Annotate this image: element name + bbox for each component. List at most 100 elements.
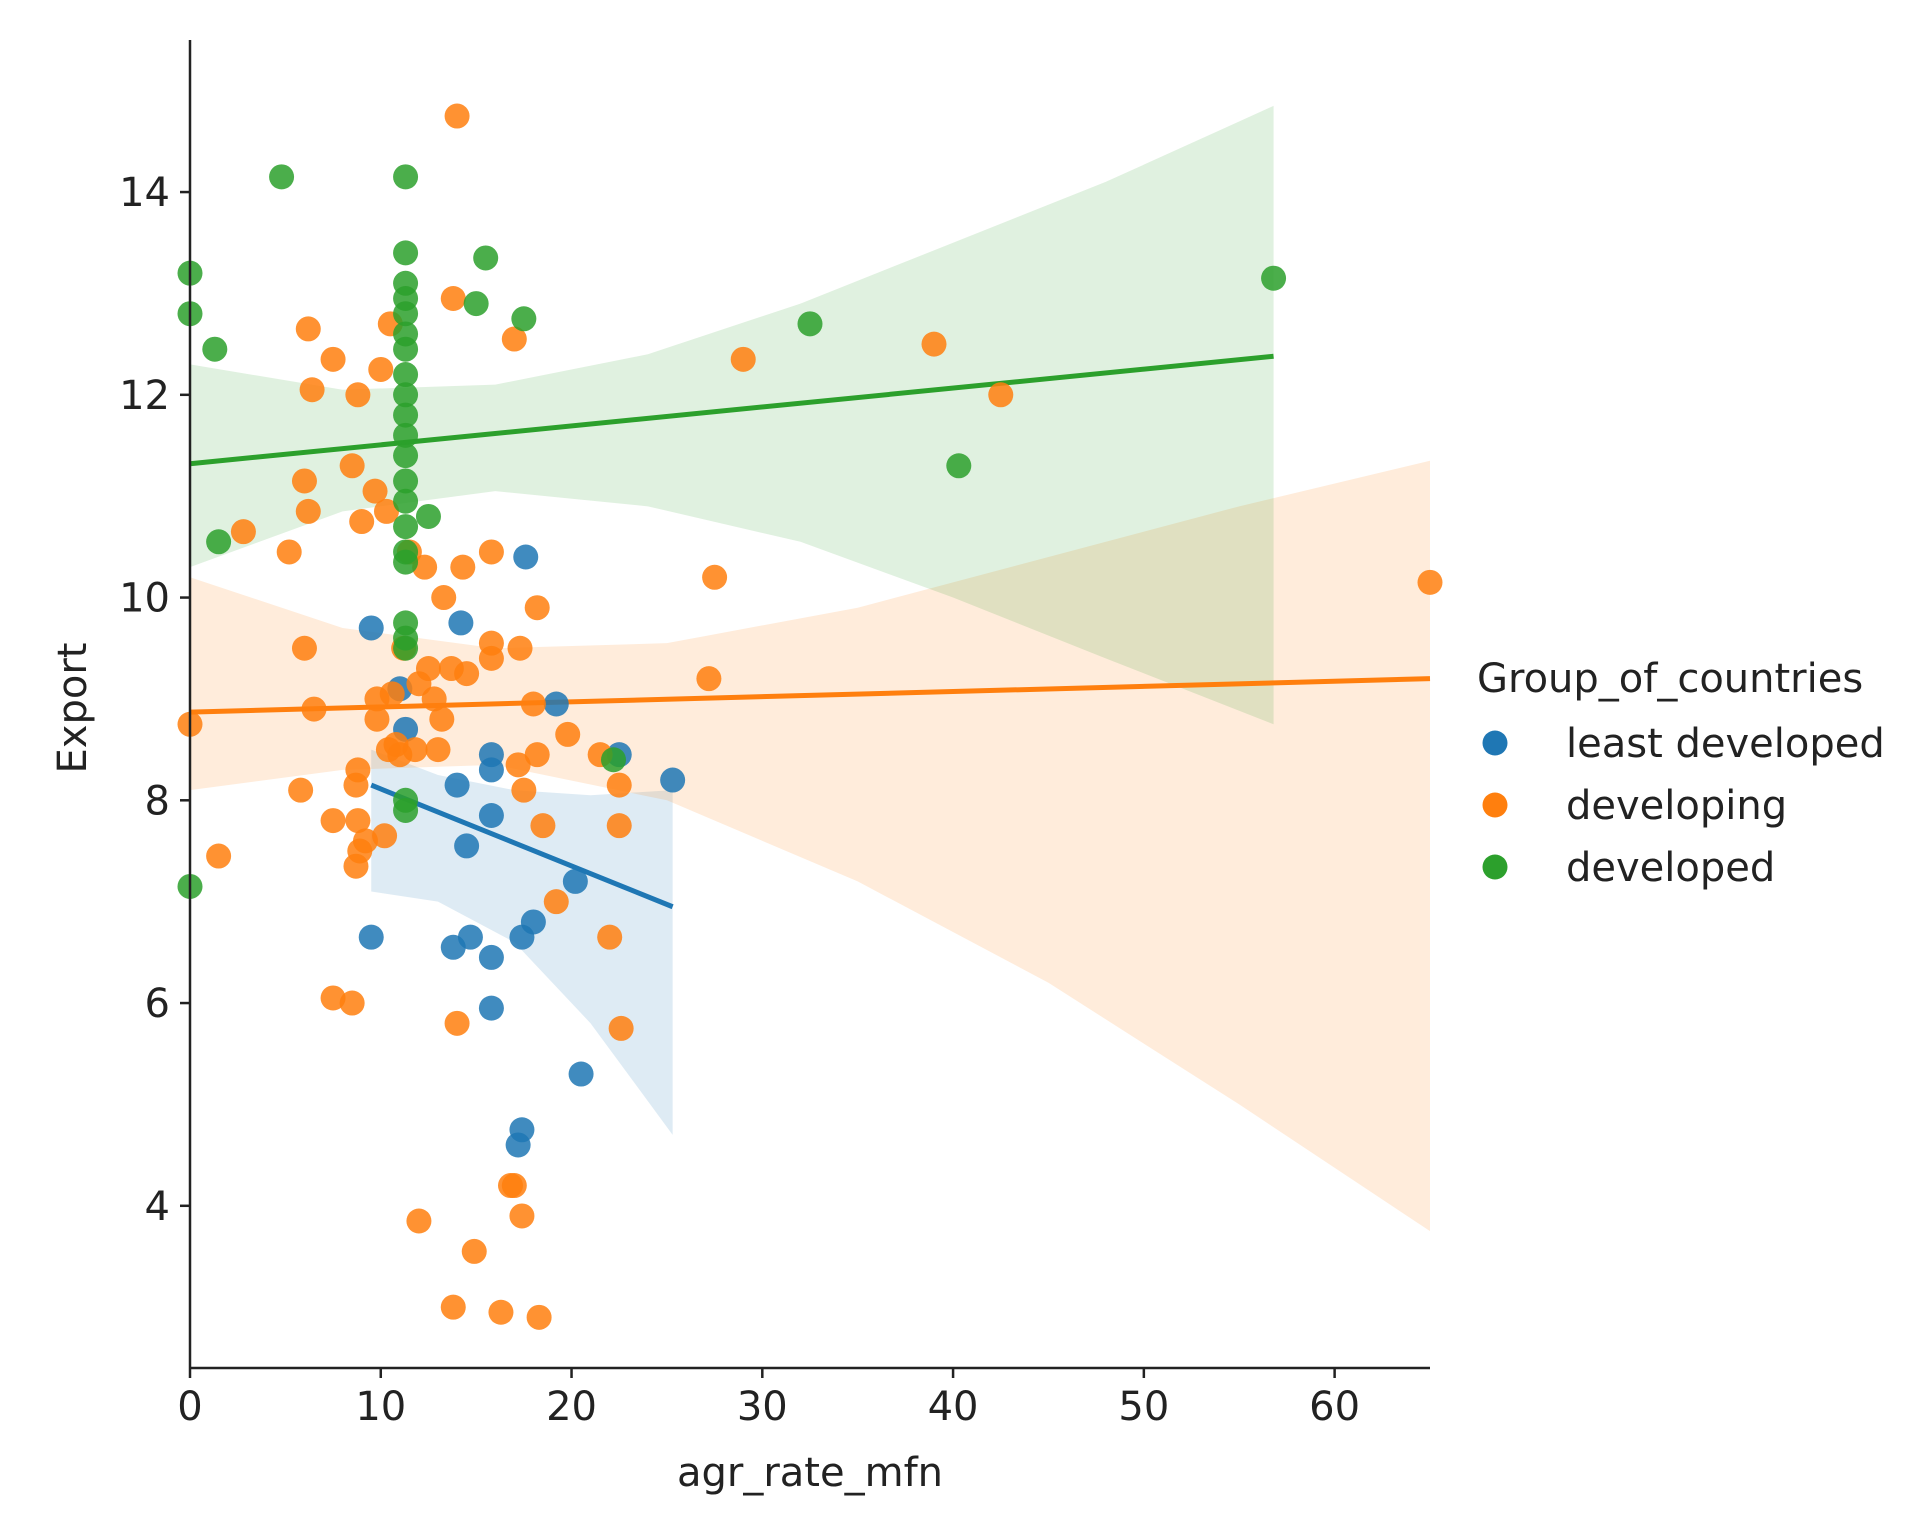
point-developing <box>353 828 379 854</box>
legend-marker-least-developed <box>1482 730 1508 756</box>
point-developing <box>597 924 623 950</box>
point-developed <box>601 747 627 773</box>
point-least-developed <box>454 833 480 859</box>
point-developing <box>339 453 365 479</box>
point-developing <box>379 681 405 707</box>
point-developing <box>339 990 365 1016</box>
point-developed <box>202 336 228 362</box>
point-developed <box>415 503 441 529</box>
x-tick-label: 50 <box>1118 1384 1169 1430</box>
point-developing <box>429 706 455 732</box>
x-tick-label: 0 <box>177 1384 202 1430</box>
point-developed <box>393 468 419 494</box>
point-developed <box>393 402 419 428</box>
point-developing <box>526 1304 552 1330</box>
y-tick-label: 10 <box>119 576 170 622</box>
point-developing <box>608 1015 634 1041</box>
point-developing <box>505 752 531 778</box>
legend: Group_of_countries least developed develo… <box>1477 656 1885 891</box>
point-developed <box>393 382 419 408</box>
point-developing <box>606 813 632 839</box>
point-developing <box>501 326 527 352</box>
y-tick-label: 8 <box>145 778 170 824</box>
legend-title: Group_of_countries <box>1477 656 1863 702</box>
point-least-developed <box>478 803 504 829</box>
point-developing <box>1417 569 1443 595</box>
point-developing <box>478 539 504 565</box>
point-developing <box>543 889 569 915</box>
point-developed <box>393 362 419 388</box>
x-tick-label: 40 <box>928 1384 979 1430</box>
confidence-bands <box>190 105 1430 1232</box>
point-developing <box>696 666 722 692</box>
point-least-developed <box>562 868 588 894</box>
point-developing <box>372 823 398 849</box>
point-developing <box>206 843 232 869</box>
point-developing <box>362 478 388 504</box>
point-developing <box>440 1294 466 1320</box>
point-least-developed <box>478 757 504 783</box>
point-least-developed <box>520 909 546 935</box>
point-developed <box>797 311 823 337</box>
x-axis-title: agr_rate_mfn <box>677 1450 943 1496</box>
point-developing <box>295 498 321 524</box>
point-developed <box>393 514 419 540</box>
point-developing <box>530 813 556 839</box>
point-developing <box>524 595 550 621</box>
point-developing <box>291 635 317 661</box>
point-developing <box>478 645 504 671</box>
point-developed <box>473 245 499 271</box>
point-developed <box>393 488 419 514</box>
point-developing <box>702 564 728 590</box>
legend-marker-developing <box>1482 792 1508 818</box>
point-developing <box>501 1173 527 1199</box>
point-least-developed <box>543 691 569 717</box>
point-developed <box>393 240 419 266</box>
data-points <box>177 103 1443 1330</box>
point-developing <box>320 985 346 1011</box>
x-axis-ticks: 0 10 20 30 40 50 60 <box>177 1368 1360 1430</box>
point-developed <box>393 164 419 190</box>
point-developing <box>444 103 470 129</box>
confidence-band-developed <box>190 105 1274 725</box>
point-developing <box>320 808 346 834</box>
point-developing <box>345 808 371 834</box>
y-axis-ticks: 4 6 8 10 12 14 <box>119 170 190 1230</box>
point-developing <box>412 554 438 580</box>
point-developing <box>450 554 476 580</box>
point-least-developed <box>457 924 483 950</box>
point-developing <box>295 316 321 342</box>
legend-label-developing: developing <box>1566 783 1787 829</box>
point-developing <box>520 691 546 717</box>
point-developing <box>406 1208 432 1234</box>
y-tick-label: 14 <box>119 170 170 216</box>
legend-label-developed: developed <box>1566 845 1775 891</box>
point-developing <box>509 1203 535 1229</box>
point-least-developed <box>358 615 384 641</box>
point-developed <box>393 549 419 575</box>
y-tick-label: 4 <box>145 1184 170 1230</box>
point-developing <box>276 539 302 565</box>
regression-lines <box>189 353 1431 910</box>
point-developed <box>393 336 419 362</box>
axes: 0 10 20 30 40 50 60 4 6 8 10 12 14 agr_rate_mfn Exp… <box>50 40 1430 1496</box>
point-developed <box>463 291 489 317</box>
legend-label-least-developed: least developed <box>1566 721 1885 767</box>
point-developing <box>488 1299 514 1325</box>
point-developing <box>444 1010 470 1036</box>
point-developing <box>291 468 317 494</box>
point-developing <box>402 737 428 763</box>
point-developing <box>507 635 533 661</box>
point-developed <box>206 529 232 555</box>
point-developing <box>373 498 399 524</box>
regression-line-developed <box>189 353 1274 467</box>
point-least-developed <box>448 610 474 636</box>
point-least-developed <box>509 1117 535 1143</box>
point-developing <box>345 382 371 408</box>
point-developed <box>946 453 972 479</box>
point-least-developed <box>660 767 686 793</box>
point-least-developed <box>358 924 384 950</box>
point-developing <box>730 346 756 372</box>
point-developing <box>440 286 466 312</box>
